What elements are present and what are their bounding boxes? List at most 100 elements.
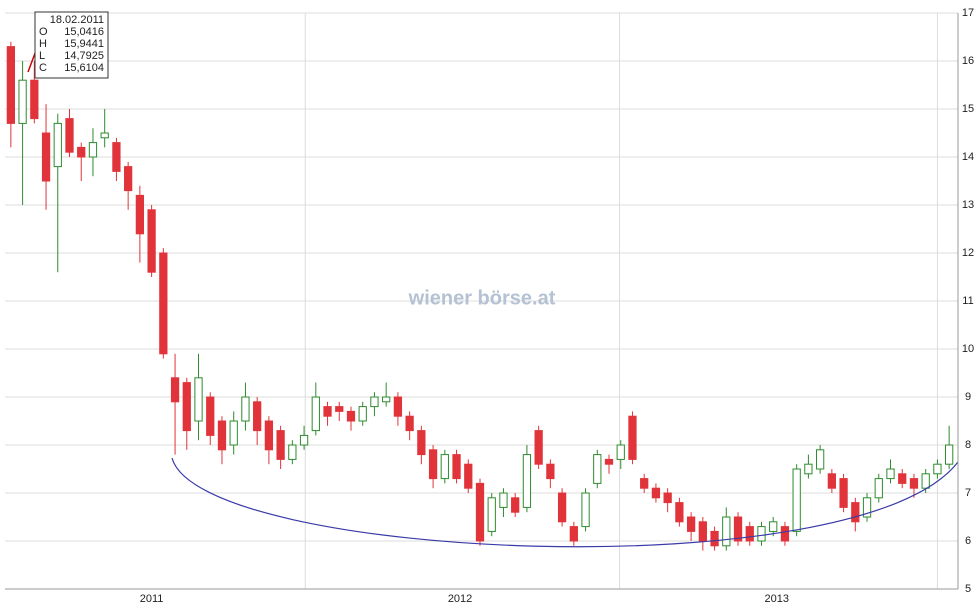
candle-body [933, 463, 942, 475]
candle-body [159, 252, 168, 355]
tooltip-value: 15,6104 [64, 62, 104, 74]
tooltip-value: 15,0416 [64, 26, 104, 38]
candle-body [745, 526, 754, 542]
candle-body [710, 530, 719, 547]
candle-body [100, 132, 109, 139]
x-tick-label: 2013 [764, 593, 788, 605]
candle-body [475, 482, 485, 542]
candle-body [874, 478, 883, 499]
y-tick-label: 17 [962, 7, 974, 19]
y-tick-label: 16 [962, 55, 974, 67]
candle-body [686, 516, 696, 532]
candle-body [581, 492, 590, 528]
candle-body [733, 516, 743, 542]
candle-body [815, 449, 825, 470]
tooltip-rows: O 15,0416 H 15,9441 L 14,7925 C 15,6104 [39, 26, 104, 74]
candle-body [53, 122, 62, 168]
candle-body [88, 142, 98, 158]
candle-body [382, 396, 391, 403]
tooltip-value: 15,9441 [64, 38, 104, 50]
candles [6, 41, 954, 551]
trend-arc [171, 457, 959, 548]
candle-body [769, 521, 778, 532]
candle-body [147, 209, 156, 273]
candle-body [839, 478, 848, 508]
tooltip-key: H [39, 38, 47, 50]
candle-body [651, 487, 661, 499]
candle-body [464, 463, 473, 489]
tooltip: 18.02.2011 [27, 11, 109, 79]
x-tick-label: 2012 [448, 593, 472, 605]
candle-body [6, 46, 15, 124]
candle-body [393, 396, 403, 417]
candle-body [921, 473, 930, 489]
x-tick-label: 2011 [140, 593, 164, 605]
candle-body [534, 430, 543, 465]
y-tick-label: 8 [965, 439, 971, 451]
candle-body [886, 468, 895, 480]
candle-body [405, 415, 414, 432]
y-tick-label: 13 [962, 199, 974, 211]
candle-body [440, 454, 449, 480]
candle-body [604, 458, 614, 465]
candle-body [194, 377, 203, 422]
candle-body [522, 454, 532, 508]
candle-body [323, 406, 332, 417]
candle-body [358, 406, 367, 422]
y-tick-label: 6 [965, 535, 971, 547]
candle-body [30, 79, 39, 120]
candle-body [780, 526, 790, 542]
candle-body [370, 396, 379, 408]
candle-body [593, 454, 602, 484]
candle-body [862, 497, 872, 518]
candle-body [909, 478, 919, 489]
tooltip-key: O [39, 26, 48, 38]
tooltip-key: C [39, 62, 47, 74]
candle-body [182, 382, 191, 432]
candle-body [487, 497, 496, 532]
candle-body [112, 142, 121, 172]
candle-body [640, 478, 649, 489]
watermark: wiener börse.at [408, 287, 556, 309]
y-tick-label: 11 [962, 295, 973, 307]
y-tick-label: 5 [965, 583, 971, 595]
candle-body [217, 420, 227, 451]
candle-body [299, 434, 309, 446]
candle-body [335, 406, 344, 412]
candle-body [170, 377, 180, 403]
tooltip-value: 14,7925 [64, 50, 104, 62]
candle-body [229, 420, 238, 446]
candle-body [276, 430, 285, 460]
y-tick-label: 10 [962, 343, 974, 355]
candle-body [41, 132, 51, 182]
candle-body [628, 415, 637, 460]
y-tick-label: 14 [962, 151, 974, 163]
candle-body [546, 463, 555, 480]
candle-body [264, 420, 274, 451]
tooltip-key: L [39, 50, 45, 62]
candle-body [569, 526, 578, 542]
candle-body [675, 502, 684, 523]
candle-body [698, 521, 707, 542]
y-tick-label: 15 [962, 103, 974, 115]
candle-body [428, 449, 438, 480]
candle-body [757, 526, 766, 542]
candle-body [499, 492, 508, 508]
candle-body [311, 396, 320, 432]
y-tick-label: 12 [962, 247, 974, 259]
candle-body [557, 492, 567, 523]
y-tick-label: 9 [965, 391, 971, 403]
tooltip-box [34, 11, 109, 79]
candle-body [65, 118, 74, 153]
candle-body [18, 79, 27, 124]
candle-body [804, 463, 813, 475]
candle-body [135, 194, 145, 235]
candle-body [616, 444, 625, 460]
candle-body [417, 430, 426, 456]
candle-body [346, 410, 356, 422]
tooltip-date: 18.02.2011 [50, 14, 104, 26]
candle-body [77, 146, 86, 158]
candle-body [945, 444, 954, 465]
